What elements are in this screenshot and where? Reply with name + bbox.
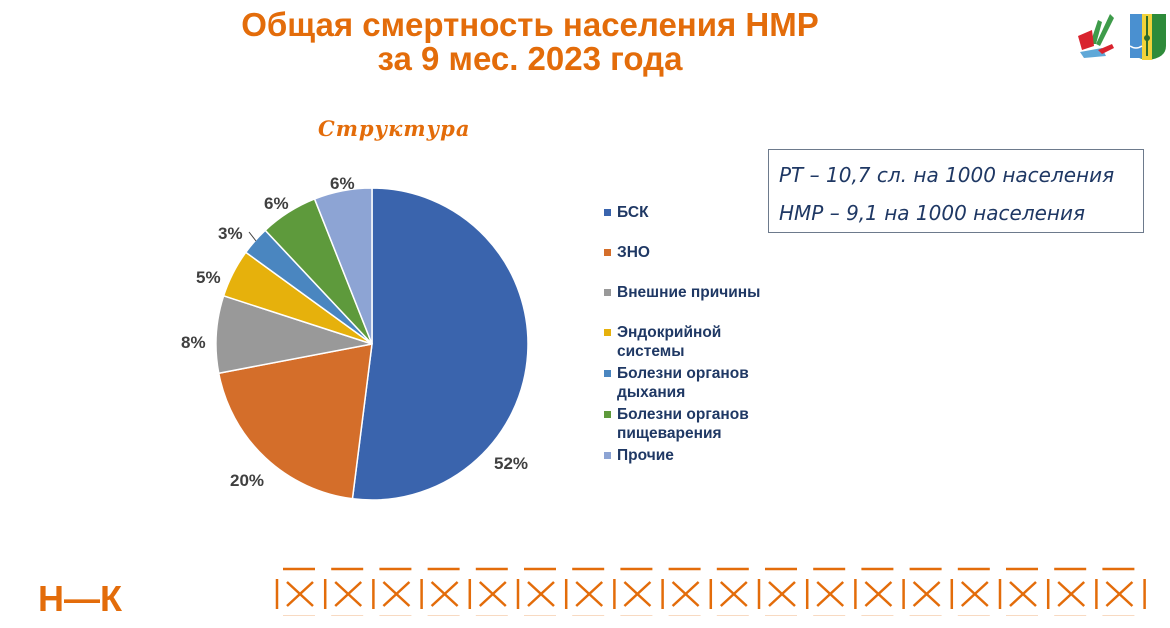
legend-item: Эндокрийной системы bbox=[604, 323, 772, 361]
legend-swatch bbox=[604, 411, 611, 418]
legend-swatch bbox=[604, 452, 611, 459]
legend-swatch bbox=[604, 249, 611, 256]
legend-item: Внешние причины bbox=[604, 283, 760, 302]
logos bbox=[1078, 14, 1166, 60]
rate-nmr: НМР – 9,1 на 1000 населения bbox=[779, 201, 1086, 225]
page-title: Общая смертность населения НМР за 9 мес.… bbox=[200, 8, 860, 76]
legend-label: БСК bbox=[617, 204, 649, 221]
orange-x-pattern-icon bbox=[275, 567, 1146, 616]
pie-slice-6 bbox=[313, 187, 373, 345]
legend-label: Болезни органов пищеварения bbox=[617, 406, 749, 442]
legend-swatch bbox=[604, 289, 611, 296]
legend-item: Болезни органов пищеварения bbox=[604, 405, 772, 443]
pie-label: 8% bbox=[181, 333, 206, 352]
pie-slice-0 bbox=[351, 187, 529, 501]
legend-item: Болезни органов дыхания bbox=[604, 364, 772, 402]
legend-swatch bbox=[604, 329, 611, 336]
rate-rt: РТ – 10,7 сл. на 1000 населения bbox=[779, 163, 1115, 187]
legend-swatch bbox=[604, 209, 611, 216]
district-coat-of-arms-icon bbox=[1129, 14, 1166, 60]
legend-label: Болезни органов дыхания bbox=[617, 365, 749, 401]
pie-label: 3% bbox=[218, 224, 243, 243]
tatarstan-emblem-icon bbox=[1078, 14, 1114, 58]
legend-label: ЗНО bbox=[617, 244, 650, 261]
legend-label: Внешние причины bbox=[617, 284, 761, 301]
legend-item: ЗНО bbox=[604, 243, 650, 262]
pie-label: 6% bbox=[264, 194, 289, 213]
title-line-1: Общая смертность населения НМР bbox=[241, 6, 819, 43]
legend-swatch bbox=[604, 370, 611, 377]
chart-subtitle: Структура bbox=[318, 116, 471, 141]
legend-label: Эндокрийной системы bbox=[617, 324, 722, 360]
title-line-2: за 9 мес. 2023 года bbox=[377, 40, 683, 77]
pie-label: 20% bbox=[230, 471, 265, 490]
pie-slice-1 bbox=[217, 343, 373, 500]
pie-label: 52% bbox=[494, 454, 529, 473]
legend-item: БСК bbox=[604, 203, 649, 222]
pie-label: 5% bbox=[196, 268, 221, 287]
legend-label: Прочие bbox=[617, 447, 674, 464]
legend-item: Прочие bbox=[604, 446, 674, 465]
pie-label: 6% bbox=[330, 174, 355, 193]
mortality-rate-box: РТ – 10,7 сл. на 1000 населения НМР – 9,… bbox=[768, 149, 1144, 233]
brand-logo: Н—К bbox=[38, 578, 122, 619]
